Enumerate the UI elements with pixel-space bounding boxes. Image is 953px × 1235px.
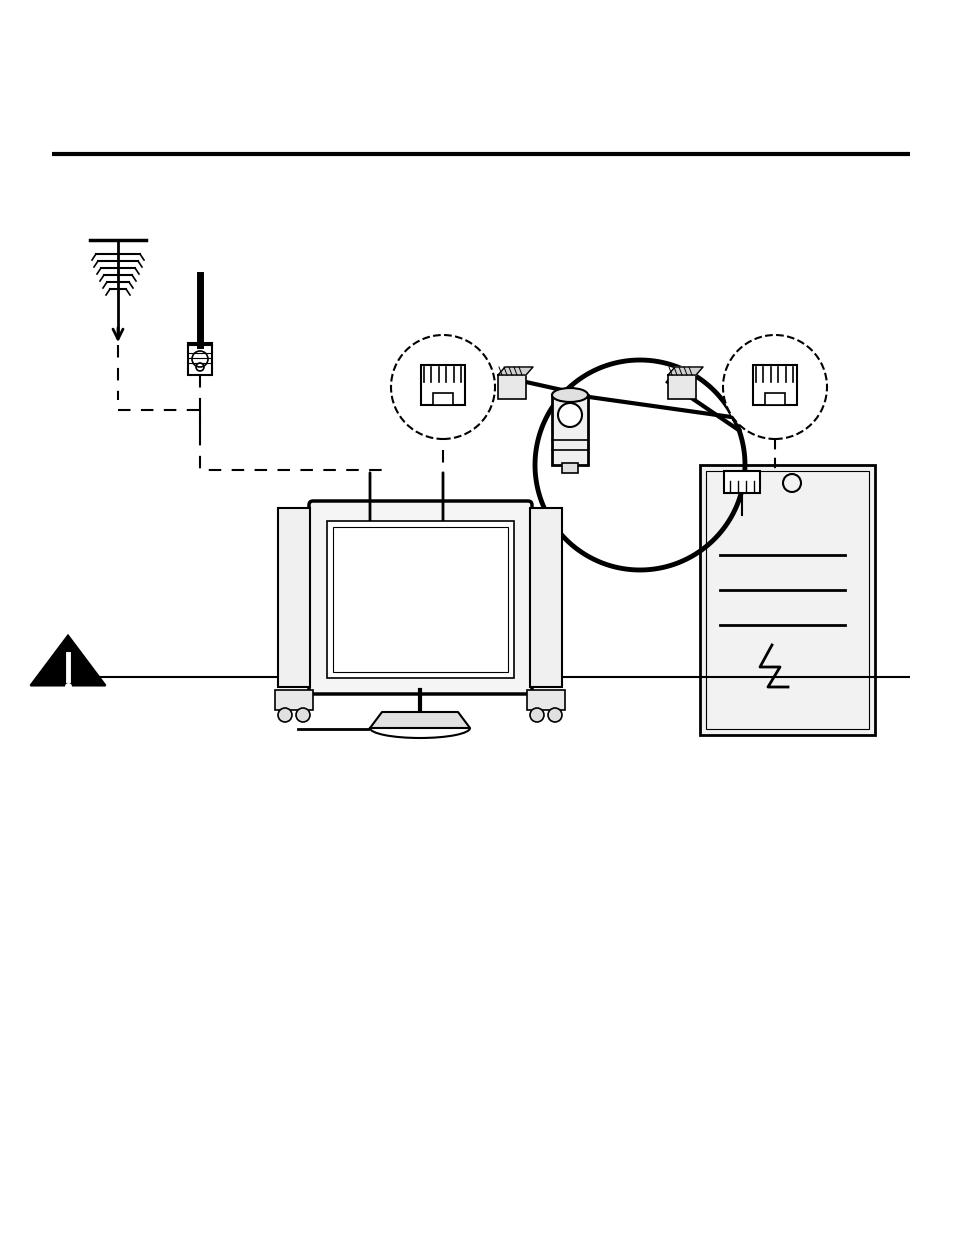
FancyBboxPatch shape <box>433 393 453 405</box>
FancyBboxPatch shape <box>752 366 796 405</box>
Circle shape <box>547 708 561 722</box>
Polygon shape <box>370 713 470 727</box>
FancyBboxPatch shape <box>274 690 313 710</box>
Polygon shape <box>667 367 702 375</box>
Circle shape <box>530 708 543 722</box>
FancyBboxPatch shape <box>764 393 784 405</box>
Circle shape <box>722 335 826 438</box>
FancyBboxPatch shape <box>552 395 587 466</box>
Polygon shape <box>497 367 533 375</box>
FancyBboxPatch shape <box>530 508 561 687</box>
FancyBboxPatch shape <box>700 466 874 735</box>
FancyBboxPatch shape <box>327 521 514 678</box>
FancyBboxPatch shape <box>526 690 564 710</box>
FancyBboxPatch shape <box>277 508 310 687</box>
FancyBboxPatch shape <box>667 375 696 399</box>
Polygon shape <box>30 636 106 685</box>
FancyBboxPatch shape <box>420 366 464 405</box>
FancyBboxPatch shape <box>497 375 525 399</box>
FancyBboxPatch shape <box>561 463 578 473</box>
Circle shape <box>295 708 310 722</box>
FancyBboxPatch shape <box>723 471 760 493</box>
Ellipse shape <box>552 388 587 403</box>
Circle shape <box>558 403 581 427</box>
Circle shape <box>277 708 292 722</box>
FancyBboxPatch shape <box>309 501 532 694</box>
Circle shape <box>391 335 495 438</box>
